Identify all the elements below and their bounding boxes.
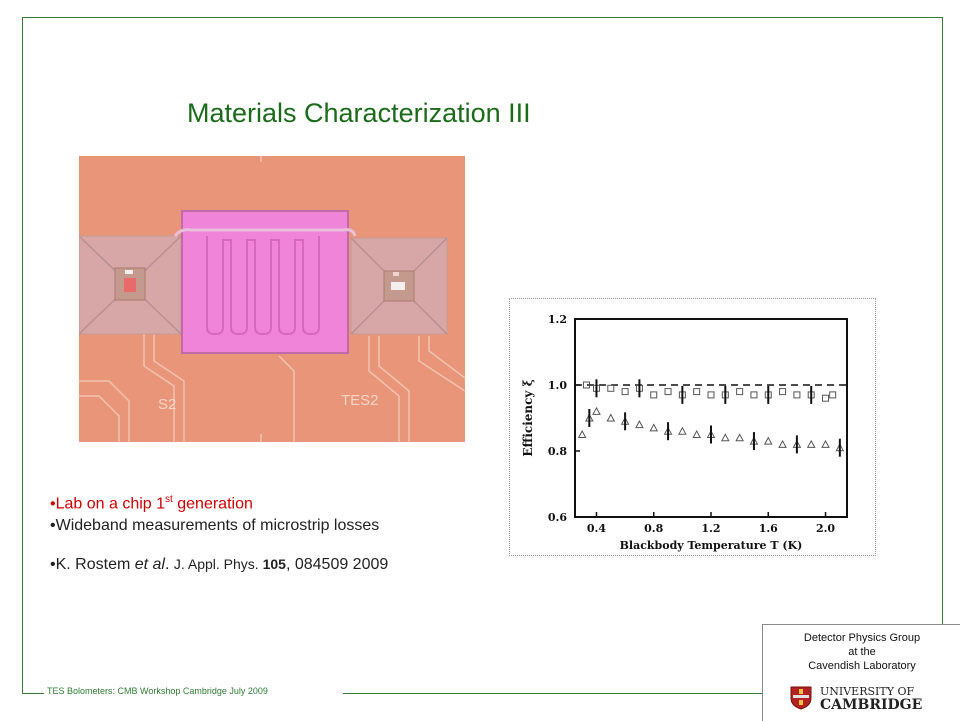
- frame-right-border: [942, 17, 943, 624]
- cambridge-crest-icon: [790, 686, 812, 710]
- ref-text: .: [164, 556, 174, 574]
- frame-left-border: [22, 17, 23, 693]
- data-point-square: [664, 388, 672, 396]
- ref-etal: et al: [134, 556, 165, 574]
- data-point-triangle: [778, 439, 787, 448]
- data-point-triangle: [592, 406, 601, 415]
- y-tick-label: 0.8: [548, 445, 567, 458]
- bullet-text: •Lab on a chip 1: [50, 495, 166, 513]
- data-point-triangle: [806, 439, 816, 448]
- data-point-triangle: [763, 436, 773, 445]
- bullet-wideband: •Wideband measurements of microstrip los…: [50, 517, 380, 535]
- data-point-square: [736, 388, 744, 396]
- data-point-square: [607, 384, 615, 392]
- efficiency-chart: 0.6 0.8 1.0 1.2 0.4 0.8 1.2 1.6 2.0 Efficiency ξ…: [509, 298, 876, 556]
- data-point-triangle: [635, 420, 644, 429]
- frame-bottom-border: [343, 693, 763, 694]
- university-line-2: CAMBRIDGE: [820, 697, 923, 713]
- group-line-1: Detector Physics Group: [803, 632, 921, 644]
- group-line-3: Cavendish Laboratory: [808, 660, 916, 672]
- x-tick-label: 1.6: [759, 522, 778, 535]
- data-point-square: [750, 391, 758, 399]
- data-point-square: [650, 391, 658, 399]
- data-point-square: [822, 394, 830, 402]
- superscript: st: [165, 494, 173, 505]
- data-point-square: [693, 388, 701, 396]
- bullet-list: •Lab on a chip 1st generation •Wideband …: [50, 489, 450, 576]
- photo-label-s2: S2: [158, 396, 176, 413]
- plot-frame: [574, 318, 848, 518]
- chip-micrograph: S2 TES2: [79, 156, 465, 442]
- y-tick-label: 0.6: [548, 511, 567, 524]
- photo-label-tes2: TES2: [341, 392, 379, 409]
- chart-xlabel: Blackbody Temperature T (K): [620, 539, 803, 552]
- university-line-1: UNIVERSITY OF: [820, 685, 915, 698]
- bullet-text: generation: [172, 495, 253, 513]
- ref-author: •K. Rostem: [50, 556, 135, 574]
- x-tick-label: 2.0: [816, 522, 835, 535]
- group-name: Detector Physics Group at the Cavendish …: [763, 631, 960, 673]
- bullet-reference: •K. Rostem et al. J. Appl. Phys. 105, 08…: [50, 553, 450, 576]
- data-point-square: [707, 391, 715, 399]
- frame-top-border: [22, 17, 942, 18]
- data-point-triangle: [577, 429, 587, 438]
- data-point-triangle: [720, 433, 730, 442]
- slide-footer: TES Bolometers: CMB Workshop Cambridge J…: [47, 686, 268, 696]
- x-tick-label: 0.8: [644, 522, 663, 535]
- frame-bottom-border: [22, 693, 44, 694]
- chart-ylabel: Efficiency ξ: [521, 379, 535, 456]
- ref-number: , 084509 2009: [285, 556, 389, 574]
- group-line-2: at the: [848, 646, 876, 658]
- data-point-square: [793, 391, 801, 399]
- data-point-square: [621, 388, 629, 396]
- ref-volume: 105: [262, 556, 286, 573]
- data-point-triangle: [678, 426, 687, 435]
- data-point-triangle: [821, 439, 830, 448]
- university-logo-text: UNIVERSITY OF CAMBRIDGE: [820, 686, 922, 713]
- data-point-triangle: [606, 413, 616, 422]
- data-point-triangle: [649, 423, 659, 432]
- data-point-square: [829, 391, 837, 399]
- y-tick-label: 1.0: [548, 379, 567, 392]
- slide-title: Materials Characterization III: [187, 98, 531, 128]
- x-tick-label: 0.4: [587, 522, 606, 535]
- bullet-lab-on-chip: •Lab on a chip 1st generation: [50, 489, 450, 515]
- data-point-triangle: [735, 433, 744, 442]
- y-tick-label: 1.2: [548, 313, 567, 326]
- data-point-square: [779, 388, 787, 396]
- ref-journal: J. Appl. Phys.: [173, 556, 263, 573]
- data-point-triangle: [692, 429, 702, 438]
- data-point-square: [582, 381, 590, 389]
- x-tick-label: 1.2: [701, 522, 720, 535]
